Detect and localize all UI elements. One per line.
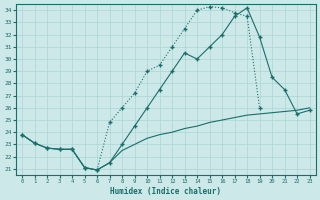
X-axis label: Humidex (Indice chaleur): Humidex (Indice chaleur) [110, 187, 221, 196]
